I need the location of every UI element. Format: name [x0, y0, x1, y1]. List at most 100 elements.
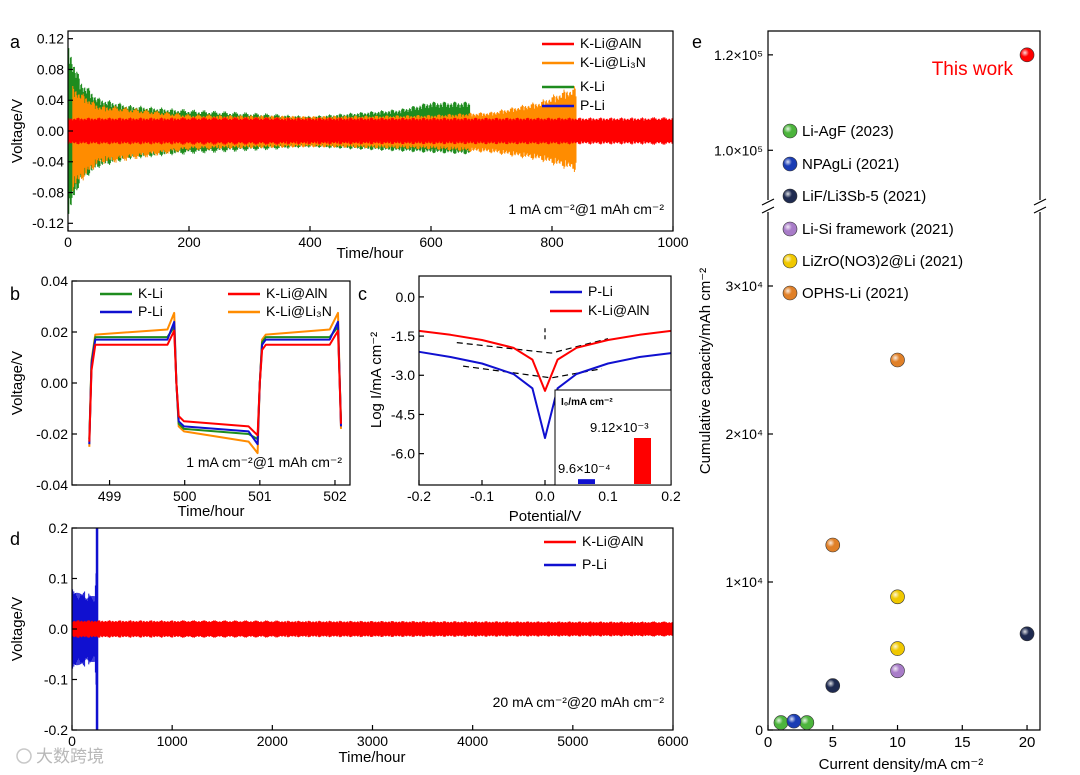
panel-d-xtick-label: 4000 — [457, 733, 488, 749]
inset-bar-P-Li — [578, 479, 595, 484]
inset-bar-label: 9.12×10⁻³ — [590, 420, 649, 435]
panel-c-xtick-label: -0.1 — [470, 488, 494, 504]
panel-d-ytick-label: 0.1 — [49, 570, 69, 586]
panel-b-ytick-label: 0.04 — [41, 273, 68, 289]
panel-d-ytick-label: 0.2 — [49, 520, 69, 536]
panel-a-legend-label: P-Li — [580, 97, 605, 113]
panel-c-ytick-label: -3.0 — [391, 367, 415, 383]
watermark-icon — [16, 748, 32, 764]
panel-a-xtick-label: 400 — [298, 234, 322, 250]
panel-e-frame — [767, 30, 1041, 731]
panel-e-legend-label: Li-Si framework (2021) — [802, 221, 954, 238]
panel-c-legend-label: K-Li@AlN — [588, 302, 650, 318]
panel-e-point-highlight — [890, 663, 905, 678]
panel-d-xtick-label: 0 — [68, 733, 76, 749]
panel-e-ytick-label: 3×10⁴ — [725, 278, 763, 294]
panel-a-xtick-label: 200 — [177, 234, 201, 250]
panel-e-ytick-label: 1×10⁴ — [725, 574, 763, 590]
panel-c-series-P-Li — [418, 350, 672, 439]
panel-a-xtick-label: 1000 — [657, 234, 688, 250]
panel-e-point-highlight — [890, 641, 905, 656]
panel-c: -0.2 -0.1 0.0 0.1 0.2 0.0 -1.5 -3.0 -4.5 -6.0 Pot… — [368, 275, 681, 525]
panel-e-point-highlight — [786, 714, 801, 729]
panel-e-ytick-label: 1.0×10⁵ — [714, 142, 763, 158]
panel-c-xtick-label: 0.0 — [535, 488, 555, 504]
panel-e-point-highlight — [1020, 626, 1035, 641]
panel-d-ylabel: Voltage/V — [9, 597, 26, 661]
panel-letter-b: b — [10, 284, 20, 304]
panel-a-legend-label: K-Li — [580, 78, 605, 94]
panel-letter-a: a — [10, 32, 21, 52]
panel-c-xlabel: Potential/V — [509, 508, 582, 525]
panel-c-ylabel: Log I/mA cm⁻² — [368, 332, 385, 428]
panel-c-series-K-Li@AlN — [418, 329, 672, 392]
panel-b-series-K-Li — [88, 325, 342, 441]
panel-a-annotation: 1 mA cm⁻²@1 mAh cm⁻² — [508, 201, 664, 217]
panel-b-legend-label: K-Li — [138, 285, 163, 301]
panel-c-ytick-label: -1.5 — [391, 328, 415, 344]
panel-d-legend-label: P-Li — [582, 556, 607, 572]
this-work-label: This work — [932, 59, 1014, 80]
panel-c-ytick-label: 0.0 — [396, 289, 416, 305]
panel-e-ylabel: Cumulative capacity/mAh cm⁻² — [697, 268, 714, 474]
panel-a-xtick-label: 0 — [64, 234, 72, 250]
panel-e-point-highlight — [825, 538, 840, 552]
panel-e-point-highlight — [890, 589, 905, 604]
panel-b: 499 500 501 502 -0.04 -0.02 0.00 0.02 0.04 Time/… — [9, 273, 351, 520]
panel-e-legend-marker-highlight — [783, 222, 797, 236]
panel-e-point-highlight — [799, 715, 814, 730]
panel-e-xlabel: Current density/mA cm⁻² — [819, 756, 984, 773]
panel-d: 0 1000 2000 3000 4000 5000 6000 -0.2 -0.1 0.0 0.1 0… — [9, 520, 689, 766]
panel-a-ytick-label: -0.04 — [32, 154, 64, 170]
panel-b-legend-label: K-Li@AlN — [266, 285, 328, 301]
panel-b-legend-label: P-Li — [138, 303, 163, 319]
inset-bar-K-Li@AlN — [634, 438, 651, 484]
panel-b-ytick-label: 0.00 — [41, 375, 68, 391]
panel-a: 0 200 400 600 800 1000 -0.12 -0.08 -0.04 0.00 0.04… — [9, 30, 689, 262]
panel-e-legend-label: LiF/Li3Sb-5 (2021) — [802, 188, 926, 205]
panel-b-annotation: 1 mA cm⁻²@1 mAh cm⁻² — [186, 454, 342, 470]
panel-d-series-K-Li@AlN — [72, 620, 673, 638]
panel-e-xtick-label: 10 — [889, 734, 906, 751]
panel-e-xtick-label: 20 — [1019, 734, 1036, 751]
panel-e: 0 5 10 15 20 0 1×10⁴ 2×10⁴ 3×10⁴ 1.0×10⁵ 1.2×10⁵ L… — [697, 30, 1048, 773]
panel-a-ytick-label: 0.04 — [37, 92, 64, 108]
panel-b-xtick-label: 502 — [323, 488, 347, 504]
panel-a-xlabel: Time/hour — [337, 245, 404, 262]
panel-d-xtick-label: 1000 — [157, 733, 188, 749]
tafel-fit-upper — [456, 338, 609, 354]
panel-a-xtick-label: 800 — [540, 234, 564, 250]
panel-b-ylabel: Voltage/V — [9, 351, 26, 415]
panel-a-legend-label: K-Li@AlN — [580, 35, 642, 51]
panel-e-ytick-label: 1.2×10⁵ — [714, 47, 763, 63]
panel-c-legend-label: P-Li — [588, 283, 613, 299]
panel-b-xtick-label: 501 — [248, 488, 272, 504]
panel-a-ytick-label: 0.08 — [37, 61, 64, 77]
watermark: 大数跨境 — [36, 747, 104, 766]
panel-b-xtick-label: 499 — [98, 488, 122, 504]
panel-b-series-K-Li@Li₃N — [88, 311, 342, 455]
inset-bar-label: 9.6×10⁻⁴ — [558, 461, 611, 476]
panel-e-legend-label: OPHS-Li (2021) — [802, 285, 909, 302]
panel-e-legend-marker-highlight — [783, 286, 797, 300]
panel-c-xtick-label: 0.2 — [661, 488, 681, 504]
panel-e-point-highlight — [773, 715, 788, 730]
panel-e-legend-label: LiZrO(NO3)2@Li (2021) — [802, 253, 963, 270]
panel-b-xlabel: Time/hour — [178, 503, 245, 520]
panel-d-xlabel: Time/hour — [339, 749, 406, 766]
panel-c-xtick-label: -0.2 — [407, 488, 431, 504]
axis-break-right-mask — [1030, 200, 1048, 212]
panel-a-ytick-label: -0.08 — [32, 184, 64, 200]
panel-e-ytick-label: 2×10⁴ — [725, 426, 763, 442]
panel-e-point-highlight — [825, 678, 840, 693]
panel-d-xtick-label: 6000 — [657, 733, 688, 749]
panel-d-ytick-label: -0.1 — [44, 671, 68, 687]
panel-a-ytick-label: 0.00 — [37, 123, 64, 139]
panel-b-series-K-Li@AlN — [88, 329, 342, 442]
panel-a-xtick-label: 600 — [419, 234, 443, 250]
panel-e-legend-marker-highlight — [783, 189, 797, 203]
panel-c-xtick-label: 0.1 — [598, 488, 618, 504]
panel-letter-d: d — [10, 529, 20, 549]
